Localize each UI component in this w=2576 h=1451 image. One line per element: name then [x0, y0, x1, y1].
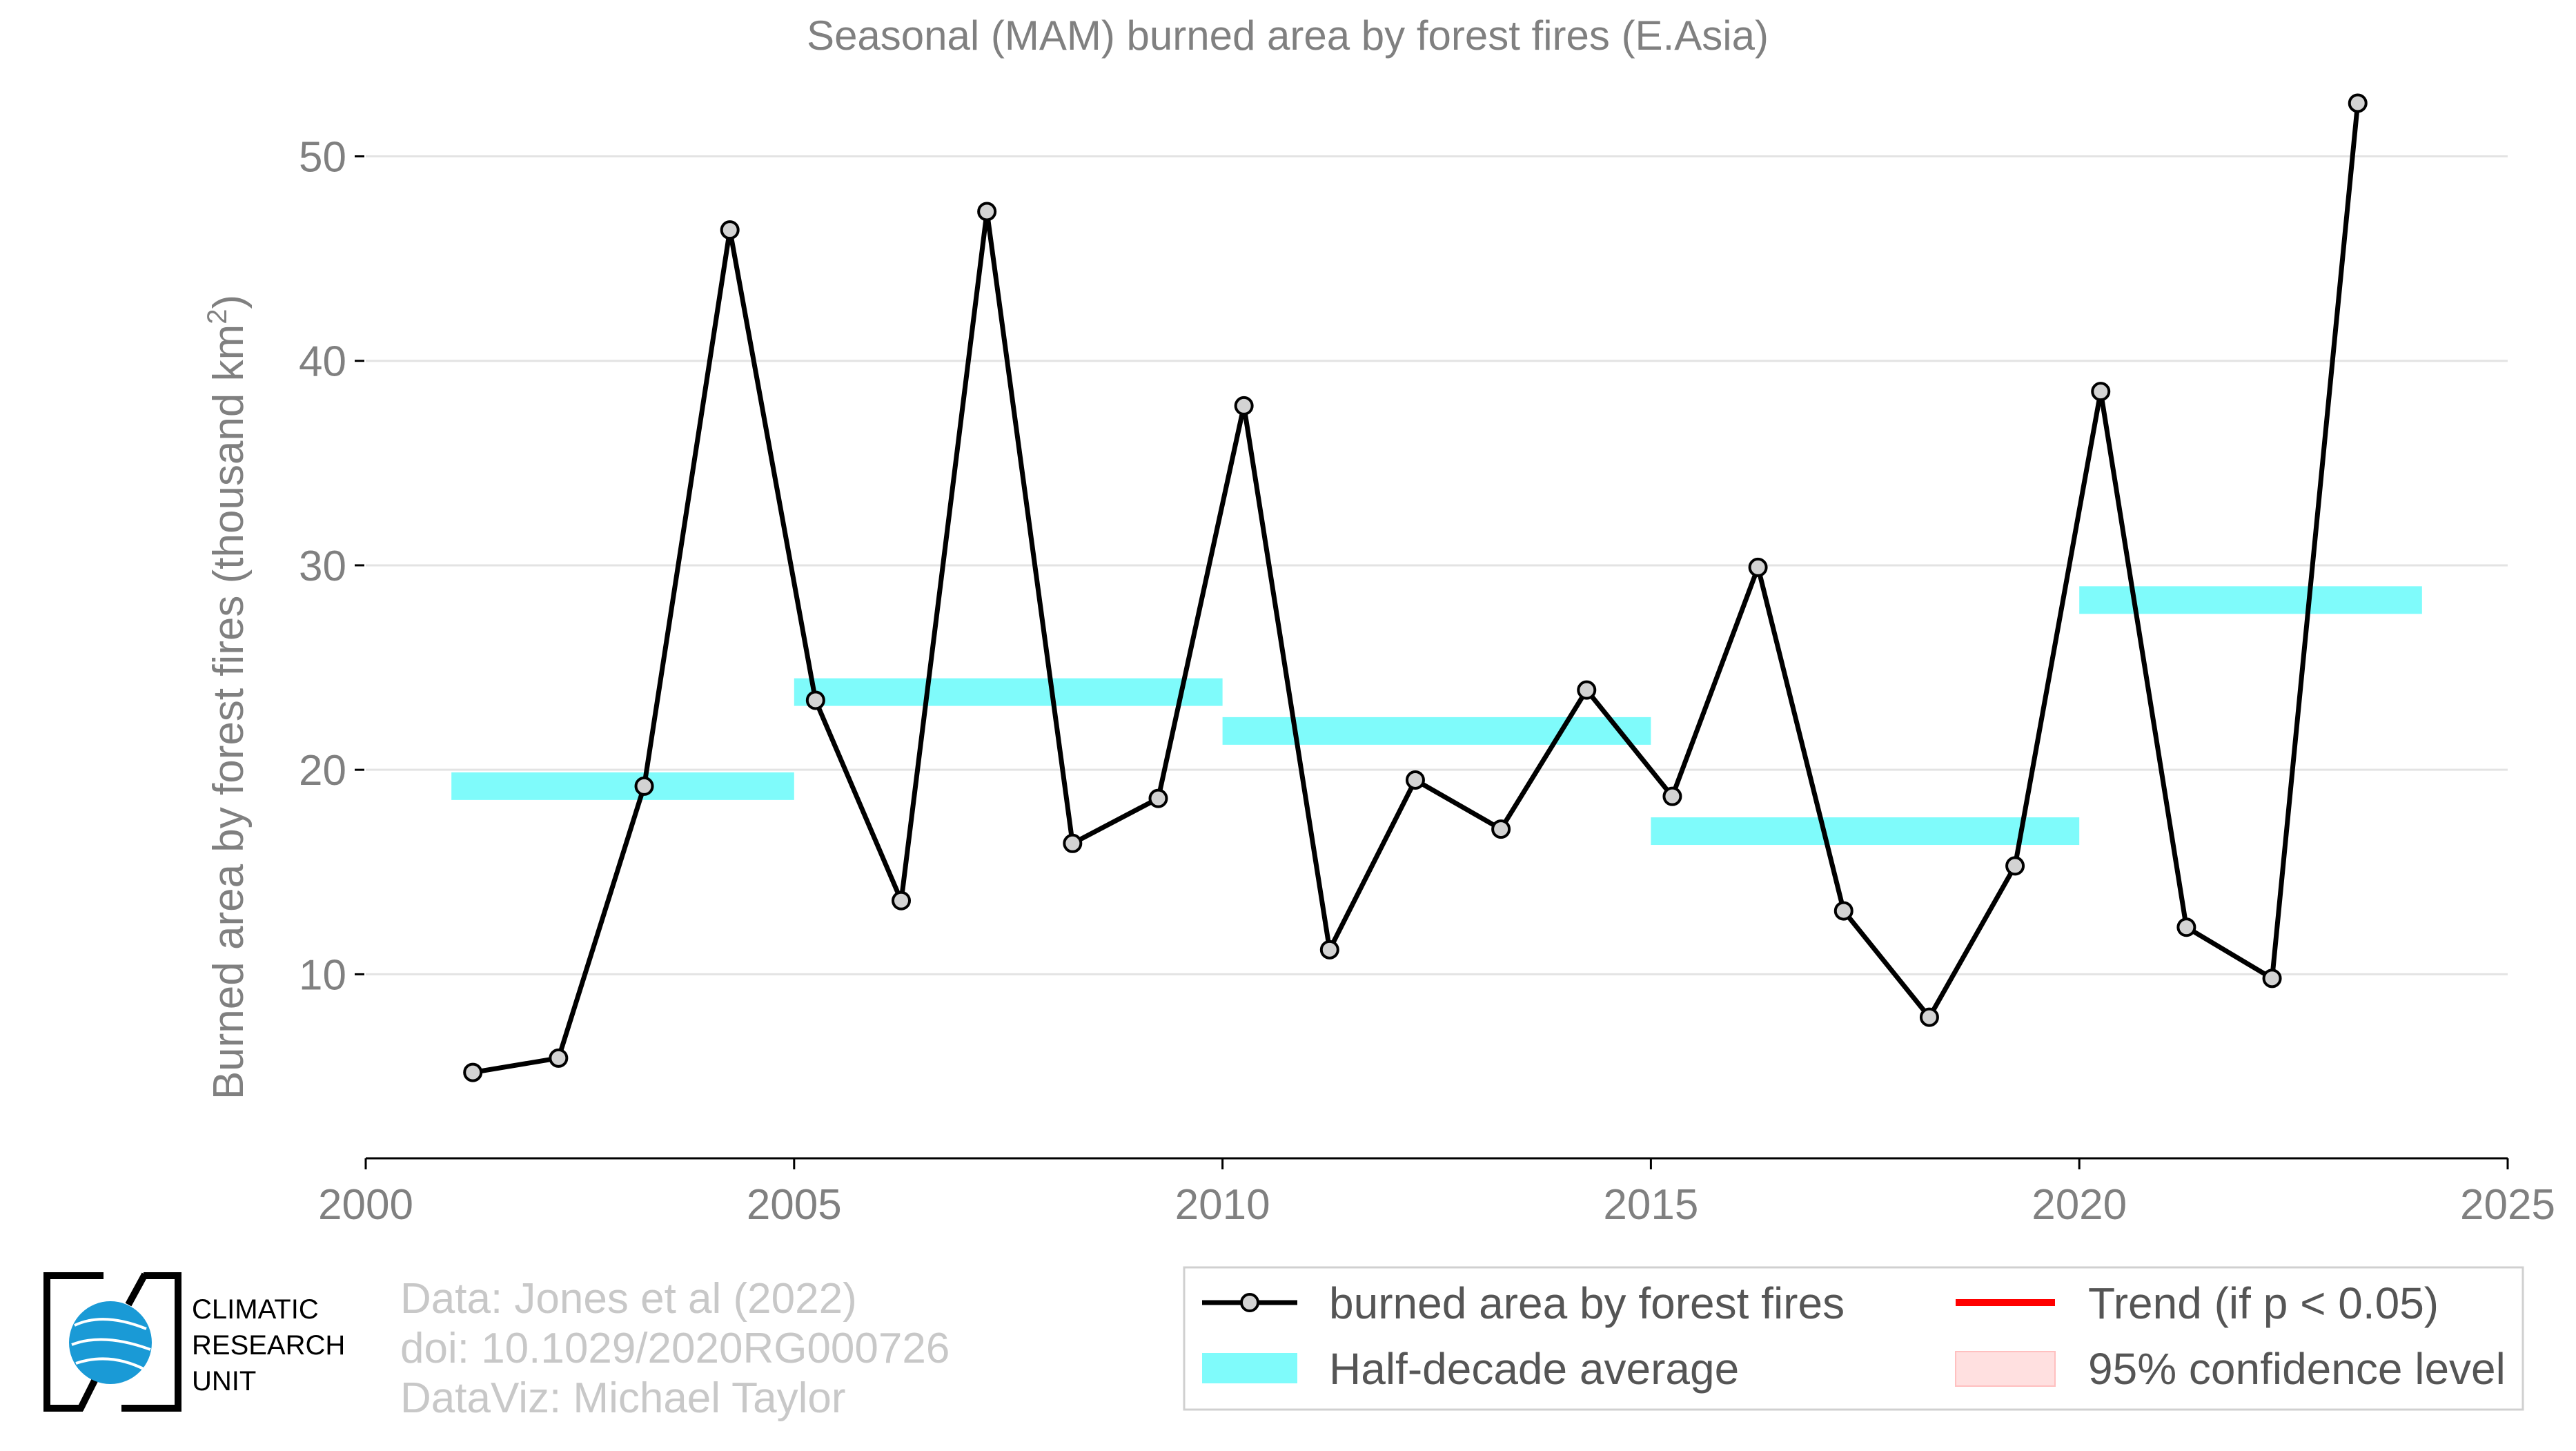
legend-swatch-band: [1202, 1353, 1297, 1383]
legend-swatch-confidence: [1955, 1351, 2056, 1387]
logo-slash-bottom: [77, 1377, 99, 1412]
series-line: [472, 103, 2361, 1075]
globe-swirl: [71, 1318, 151, 1372]
x-axis-ticks: 2000 2005 2010 2015 2020 2025: [318, 1158, 2555, 1229]
credit-doi: doi: 10.1029/2020RG000726: [400, 1325, 950, 1372]
y-axis-label: Burned area by forest fires (thousand km…: [202, 295, 253, 1100]
data-point-3: [720, 220, 740, 240]
data-point-11: [1405, 770, 1425, 790]
x-tick-label-2000: 2000: [318, 1181, 413, 1229]
data-point-7: [1063, 833, 1083, 853]
legend: burned area by forest fires Trend (if p …: [1183, 1266, 2524, 1411]
burned-area-series: [472, 103, 2361, 1075]
data-point-20: [2176, 917, 2196, 937]
half-decade-band-3: [1651, 817, 2080, 846]
data-point-6: [977, 202, 997, 222]
x-tick-label-2020: 2020: [2032, 1181, 2127, 1229]
x-tick-label-2005: 2005: [747, 1181, 842, 1229]
half-decade-band-1: [794, 678, 1223, 706]
half-decade-bands: [451, 586, 2422, 846]
burned-area-markers: [463, 93, 2368, 1082]
legend-box: [1183, 1266, 2524, 1411]
y-tick-label-10: 10: [299, 951, 346, 999]
data-point-17: [1919, 1007, 1939, 1027]
data-point-2: [634, 776, 654, 796]
y-axis-label-superscript: 2: [202, 309, 233, 324]
y-axis-label-close: ): [205, 295, 253, 309]
logo-bracket-left: [43, 1272, 104, 1412]
data-point-8: [1148, 788, 1168, 808]
data-point-22: [2348, 93, 2368, 113]
legend-label-series: burned area by forest fires: [1329, 1278, 1845, 1328]
data-point-5: [892, 890, 911, 910]
y-axis-ticks: 10 20 30 40 50: [299, 133, 364, 999]
data-point-0: [463, 1062, 483, 1082]
legend-label-trend: Trend (if p < 0.05): [2088, 1278, 2439, 1328]
data-point-10: [1319, 939, 1339, 960]
grid-lines: [366, 155, 2508, 975]
logo-line-3: UNIT: [192, 1366, 256, 1396]
half-decade-band-0: [451, 772, 794, 800]
chart-title: Seasonal (MAM) burned area by forest fir…: [807, 12, 1769, 59]
data-point-13: [1577, 680, 1597, 700]
logo-bracket-right: [121, 1272, 181, 1412]
cru-logo: CLIMATIC RESEARCH UNIT: [43, 1272, 345, 1412]
data-point-4: [805, 690, 825, 710]
data-point-9: [1234, 396, 1254, 416]
legend-swatch-marker: [1240, 1293, 1259, 1312]
y-tick-label-40: 40: [299, 338, 346, 386]
y-tick-label-20: 20: [299, 747, 346, 795]
data-point-18: [2005, 856, 2025, 876]
x-tick-label-2015: 2015: [1603, 1181, 1698, 1229]
data-point-16: [1833, 901, 1854, 921]
data-point-21: [2262, 968, 2282, 989]
y-axis-label-main: Burned area by forest fires (thousand km: [205, 324, 253, 1100]
legend-label-confidence: 95% confidence level: [2088, 1344, 2506, 1394]
logo-slash-top: [125, 1272, 148, 1307]
data-point-14: [1662, 786, 1682, 806]
x-tick-label-2010: 2010: [1175, 1181, 1270, 1229]
data-point-12: [1491, 819, 1511, 839]
y-tick-label-30: 30: [299, 543, 346, 590]
x-tick-label-2025: 2025: [2460, 1181, 2555, 1229]
data-point-1: [549, 1048, 569, 1068]
data-point-19: [2091, 382, 2111, 402]
data-point-15: [1748, 557, 1768, 577]
logo-line-2: RESEARCH: [192, 1330, 345, 1361]
credit-dataviz: DataViz: Michael Taylor: [400, 1374, 846, 1422]
logo-line-1: CLIMATIC: [192, 1294, 319, 1325]
legend-label-band: Half-decade average: [1329, 1344, 1739, 1394]
half-decade-band-2: [1222, 717, 1651, 745]
y-tick-label-50: 50: [299, 133, 346, 181]
credit-data: Data: Jones et al (2022): [400, 1275, 857, 1323]
